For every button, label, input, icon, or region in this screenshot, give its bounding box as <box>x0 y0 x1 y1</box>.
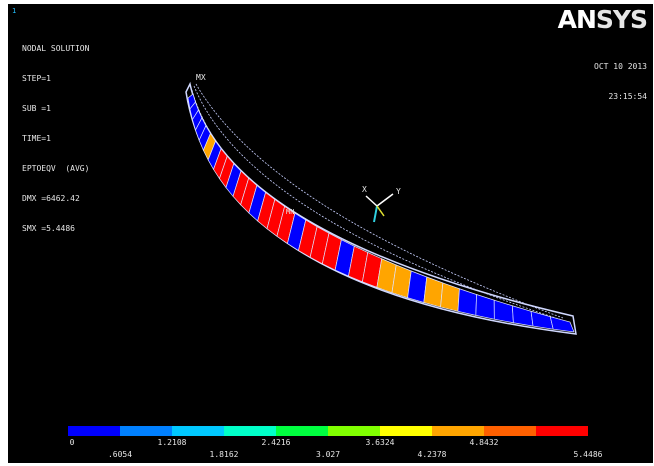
legend-color-band <box>432 426 484 436</box>
beam-element <box>549 316 575 333</box>
graphics-viewport[interactable]: 1 NODAL SOLUTION STEP=1 SUB =1 TIME=1 EP… <box>8 4 653 463</box>
timestamp: OCT 10 2013 23:15:54 <box>594 42 647 122</box>
window-number: 1 <box>12 7 17 15</box>
triad-z-axis <box>373 205 378 223</box>
legend-value-upper: 4.8432 <box>469 438 499 447</box>
beam-element <box>475 294 495 320</box>
legend-value-lower: 5.4486 <box>573 450 603 459</box>
triad-x-label: X <box>362 185 367 194</box>
legend-value-lower: 1.8162 <box>209 450 239 459</box>
beam-element <box>493 299 514 324</box>
solution-title: NODAL SOLUTION <box>22 44 90 53</box>
info-dmx: DMX =6462.42 <box>22 194 80 203</box>
model-scene[interactable]: MX MN X Y <box>8 4 653 463</box>
min-marker-label: MN <box>286 208 294 216</box>
legend-value-upper: 2.4216 <box>261 438 291 447</box>
legend-value-upper: 3.6324 <box>365 438 395 447</box>
legend-value-upper: 0 <box>69 438 75 447</box>
coordinate-triad: X Y <box>362 185 401 223</box>
info-step: STEP=1 <box>22 74 51 83</box>
legend-color-band <box>276 426 328 436</box>
legend-value-lower: 4.2378 <box>417 450 447 459</box>
beam-element <box>530 310 554 330</box>
beam-element <box>457 288 477 316</box>
info-time: TIME=1 <box>22 134 51 143</box>
legend-color-band <box>120 426 172 436</box>
triad-y-axis <box>376 193 394 207</box>
beam-element <box>511 305 534 327</box>
logo-part-sys: SYS <box>595 5 648 34</box>
legend-color-band <box>380 426 432 436</box>
logo-part-an: AN <box>557 5 597 34</box>
timestamp-time: 23:15:54 <box>608 92 647 101</box>
legend-value-lower: 3.027 <box>315 450 341 459</box>
triad-z-axis-2 <box>376 205 385 217</box>
timestamp-date: OCT 10 2013 <box>594 62 647 71</box>
legend-color-band <box>328 426 380 436</box>
contour-legend-bar <box>68 426 588 436</box>
triad-y-label: Y <box>396 187 401 196</box>
legend-color-band <box>224 426 276 436</box>
ansys-logo: ANSYS <box>557 5 648 34</box>
triad-x-axis <box>365 195 378 207</box>
solution-info-block: NODAL SOLUTION STEP=1 SUB =1 TIME=1 EPTO… <box>22 24 89 254</box>
info-substep: SUB =1 <box>22 104 51 113</box>
info-smx: SMX =5.4486 <box>22 224 75 233</box>
info-result-type: EPTOEQV (AVG) <box>22 164 90 173</box>
legend-color-band <box>172 426 224 436</box>
beam-elements <box>187 93 575 333</box>
legend-color-band <box>536 426 588 436</box>
legend-value-upper: 1.2108 <box>157 438 187 447</box>
beam-element <box>440 282 460 312</box>
legend-color-band <box>484 426 536 436</box>
beam-element <box>423 276 444 308</box>
max-marker-label: MX <box>196 73 206 82</box>
beam-element <box>407 270 428 303</box>
legend-color-band <box>68 426 120 436</box>
legend-value-lower: .6054 <box>107 450 133 459</box>
